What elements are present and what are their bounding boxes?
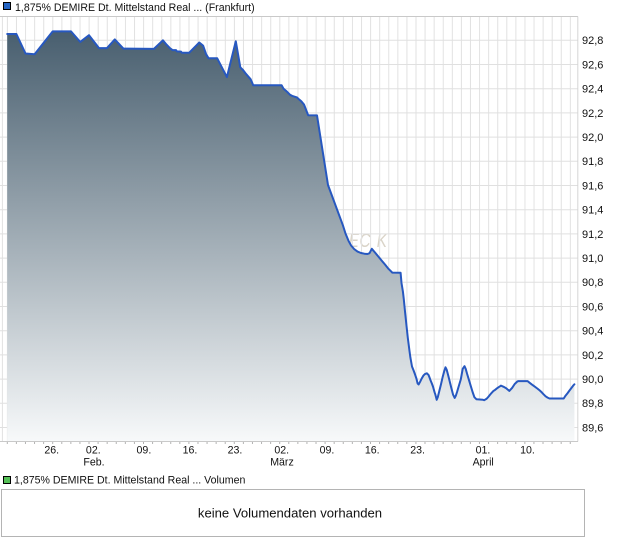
svg-text:1,875% DEMIRE Dt. Mittelstand: 1,875% DEMIRE Dt. Mittelstand Real ... (… <box>15 2 255 14</box>
svg-text:92,2: 92,2 <box>582 108 603 120</box>
svg-text:89,8: 89,8 <box>582 398 603 410</box>
svg-text:02.: 02. <box>86 445 101 457</box>
svg-text:09.: 09. <box>137 445 152 457</box>
svg-text:92,4: 92,4 <box>582 84 603 96</box>
svg-text:01.: 01. <box>476 445 491 457</box>
svg-text:09.: 09. <box>320 445 335 457</box>
svg-text:23.: 23. <box>228 445 243 457</box>
svg-text:C: C <box>360 229 371 251</box>
svg-text:K: K <box>377 229 388 251</box>
svg-text:Feb.: Feb. <box>83 457 104 469</box>
svg-text:91,4: 91,4 <box>582 205 603 217</box>
svg-text:1,875% DEMIRE Dt. Mittelstand: 1,875% DEMIRE Dt. Mittelstand Real ... V… <box>14 475 246 487</box>
svg-text:26.: 26. <box>44 445 59 457</box>
svg-text:90,0: 90,0 <box>582 374 603 386</box>
svg-text:16.: 16. <box>365 445 380 457</box>
svg-text:16.: 16. <box>183 445 198 457</box>
svg-text:91,8: 91,8 <box>582 156 603 168</box>
svg-text:89,6: 89,6 <box>582 422 603 434</box>
svg-text:keine Volumendaten vorhanden: keine Volumendaten vorhanden <box>198 506 382 521</box>
svg-text:92,0: 92,0 <box>582 132 603 144</box>
svg-text:März: März <box>270 457 294 469</box>
svg-text:92,6: 92,6 <box>582 59 603 71</box>
svg-text:90,8: 90,8 <box>582 277 603 289</box>
svg-text:90,6: 90,6 <box>582 301 603 313</box>
svg-text:90,4: 90,4 <box>582 326 603 338</box>
svg-text:02.: 02. <box>274 445 289 457</box>
svg-text:92,8: 92,8 <box>582 35 603 47</box>
svg-text:90,2: 90,2 <box>582 350 603 362</box>
svg-text:23.: 23. <box>410 445 425 457</box>
svg-text:April: April <box>473 457 494 469</box>
svg-text:91,0: 91,0 <box>582 253 603 265</box>
svg-text:91,2: 91,2 <box>582 229 603 241</box>
svg-text:E: E <box>349 229 359 251</box>
svg-text:91,6: 91,6 <box>582 180 603 192</box>
svg-text:10.: 10. <box>520 445 535 457</box>
